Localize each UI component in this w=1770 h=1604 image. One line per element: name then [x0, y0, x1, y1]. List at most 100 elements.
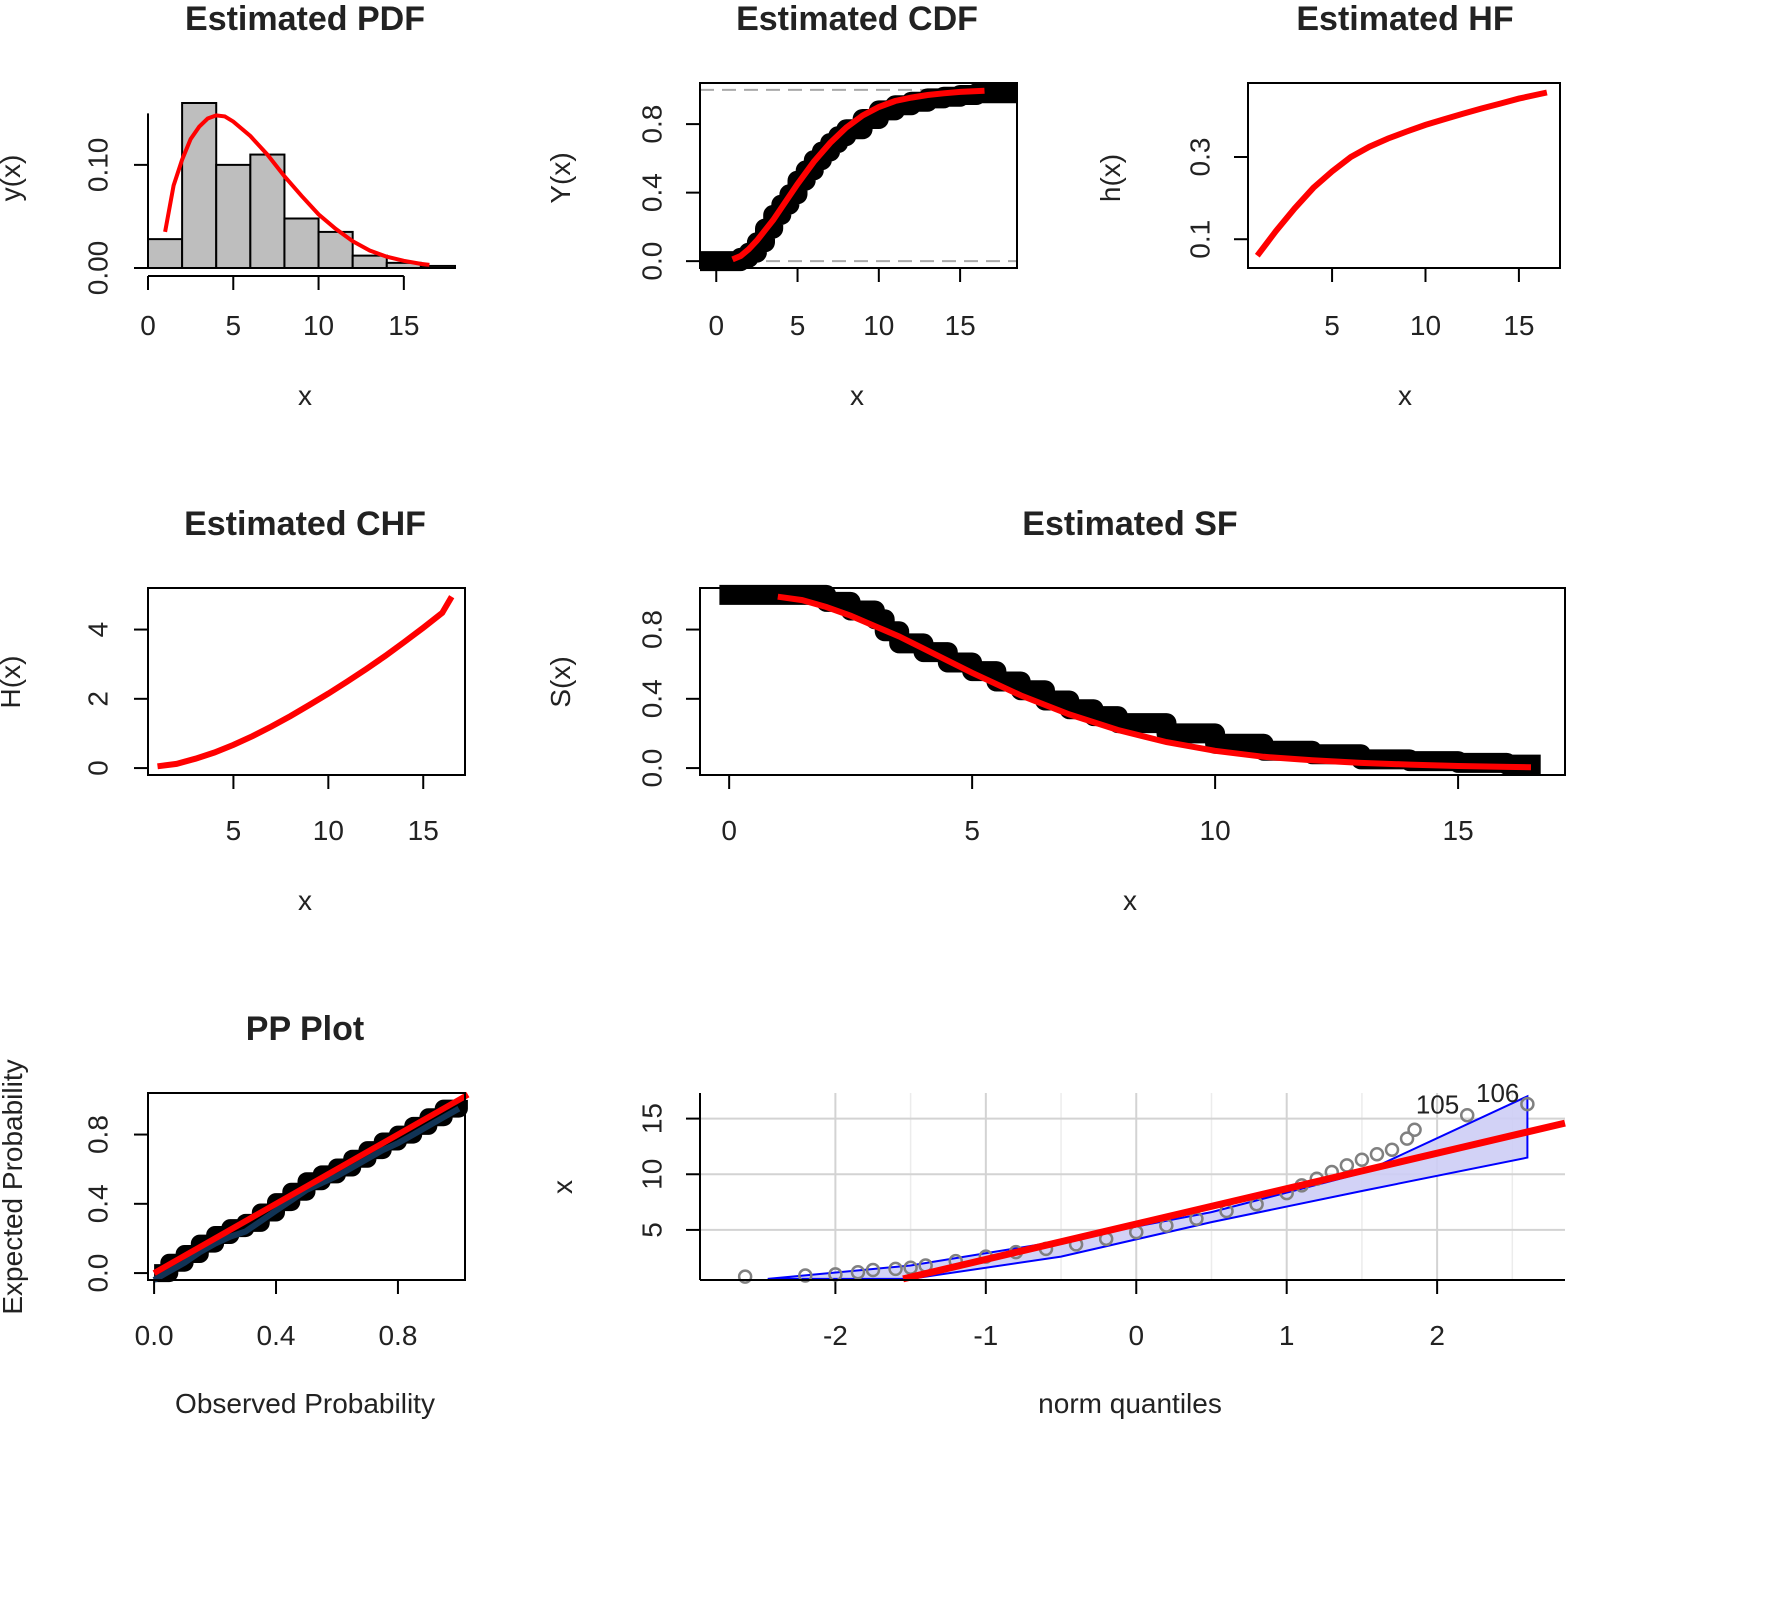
chart-title: Estimated HF	[1296, 0, 1513, 38]
y-tick-label: 0	[83, 760, 114, 776]
y-tick-label: 0.1	[1185, 220, 1216, 259]
x-axis-label: x	[1123, 885, 1137, 916]
y-axis-label: Expected Probability	[0, 1059, 28, 1314]
histogram-bar	[249, 153, 286, 269]
qq-point	[1399, 1131, 1415, 1146]
chart-title: PP Plot	[246, 1010, 364, 1048]
x-tick-label: 5	[226, 815, 242, 846]
qq-point	[1520, 1096, 1535, 1112]
x-tick-label: 0.0	[135, 1320, 174, 1351]
chart-title: Estimated CDF	[736, 0, 978, 38]
chart-title: Estimated CHF	[184, 505, 426, 543]
empirical-sf-steps	[719, 584, 1541, 775]
x-tick-label: 5	[225, 310, 241, 341]
plot-frame	[699, 587, 1566, 776]
y-axis-label: H(x)	[0, 656, 26, 709]
y-axis-label: Y(x)	[545, 152, 576, 203]
y-axis-label: x	[547, 1180, 578, 1194]
x-tick-label: 15	[408, 815, 439, 846]
y-tick-label: 0.10	[83, 138, 114, 193]
x-tick-label: 15	[945, 310, 976, 341]
y-axis-label: S(x)	[545, 656, 576, 707]
qq-point	[865, 1262, 881, 1278]
x-axis-label: x	[298, 885, 312, 916]
y-tick-label: 0.8	[83, 1115, 114, 1154]
qq-point	[888, 1261, 903, 1277]
histogram-bar	[419, 264, 456, 269]
qq-point	[1459, 1108, 1475, 1123]
y-axis-label: y(x)	[0, 155, 26, 202]
x-tick-label: 0	[708, 310, 724, 341]
y-tick-label: 0.0	[83, 1254, 114, 1293]
hf-curve	[1254, 89, 1548, 258]
y-tick-label: 2	[83, 691, 114, 707]
qq-point	[1407, 1122, 1422, 1137]
y-tick-label: 0.3	[1185, 138, 1216, 177]
qq-reference-line	[902, 1119, 1566, 1283]
histogram-bar	[147, 238, 184, 269]
x-tick-label: 10	[863, 310, 894, 341]
hf-chart: Estimated HF x h(x) 5 10 15 0.1 0.3	[1095, 0, 1561, 411]
x-tick-label: -2	[823, 1320, 848, 1351]
x-tick-label: 10	[313, 815, 344, 846]
qq-point	[798, 1268, 813, 1283]
point-label: 105	[1416, 1089, 1459, 1119]
x-tick-label: 2	[1429, 1320, 1445, 1351]
qq-point	[1354, 1152, 1370, 1168]
y-tick-label: 0.4	[637, 173, 668, 212]
qq-point	[1339, 1158, 1355, 1173]
x-tick-label: 15	[1443, 815, 1474, 846]
qq-chart: norm quantiles x -2 -1 0 1 2 5 10 15 105 106	[547, 1078, 1566, 1419]
x-tick-label: 0.8	[378, 1320, 417, 1351]
y-tick-label: 15	[637, 1103, 668, 1134]
histogram-bar	[181, 102, 218, 269]
x-tick-label: 5	[1324, 310, 1340, 341]
density-curve	[163, 113, 430, 267]
y-tick-label: 10	[637, 1159, 668, 1190]
x-tick-label: 0	[1128, 1320, 1144, 1351]
histogram-bar	[215, 163, 252, 269]
x-tick-label: 10	[303, 310, 334, 341]
cdf-chart: Estimated CDF x Y(x) 0 5 10 15 0.0 0.4 0.8	[545, 0, 1018, 411]
qq-point	[737, 1269, 753, 1284]
x-axis-label: norm quantiles	[1038, 1388, 1222, 1419]
pp-points-lower	[152, 1105, 461, 1283]
x-tick-label: 1	[1279, 1320, 1295, 1351]
qq-point	[850, 1264, 866, 1280]
y-tick-label: 0.0	[637, 242, 668, 281]
y-tick-label: 0.00	[83, 241, 114, 296]
x-tick-label: 0.4	[257, 1320, 296, 1351]
chart-title: Estimated PDF	[185, 0, 425, 38]
x-tick-label: 5	[964, 815, 980, 846]
point-label: 106	[1476, 1078, 1519, 1108]
x-tick-label: 15	[1503, 310, 1534, 341]
y-tick-label: 5	[637, 1222, 668, 1238]
x-axis-label: x	[850, 380, 864, 411]
x-tick-label: 10	[1200, 815, 1231, 846]
x-tick-label: 15	[388, 310, 419, 341]
fitted-cdf-curve	[731, 87, 985, 263]
sf-chart: Estimated SF x S(x) 0 5 10 15 0.0 0.4 0.8	[545, 505, 1566, 916]
y-tick-label: 4	[83, 622, 114, 638]
plot-frame	[147, 587, 466, 776]
x-tick-label: 0	[140, 310, 156, 341]
x-tick-label: 0	[721, 815, 737, 846]
x-tick-label: -1	[973, 1320, 998, 1351]
chf-chart: Estimated CHF x H(x) 5 10 15 0 2 4	[0, 505, 466, 916]
fitted-sf-curve	[777, 593, 1532, 771]
y-tick-label: 0.8	[637, 610, 668, 649]
qq-point	[1369, 1146, 1385, 1162]
pp-reference-line	[152, 1092, 470, 1276]
plot-frame	[699, 82, 1018, 269]
x-axis-label: x	[1398, 380, 1412, 411]
x-tick-label: 5	[790, 310, 806, 341]
x-tick-label: 10	[1410, 310, 1441, 341]
y-tick-label: 0.4	[83, 1184, 114, 1223]
pp-chart: PP Plot Observed Probability Expected Prob…	[0, 1010, 470, 1419]
plot-frame	[147, 1092, 466, 1281]
chart-title: Estimated SF	[1022, 505, 1237, 543]
x-axis-label: Observed Probability	[175, 1388, 435, 1419]
histogram-bar	[283, 217, 320, 269]
qq-point	[1384, 1142, 1400, 1158]
